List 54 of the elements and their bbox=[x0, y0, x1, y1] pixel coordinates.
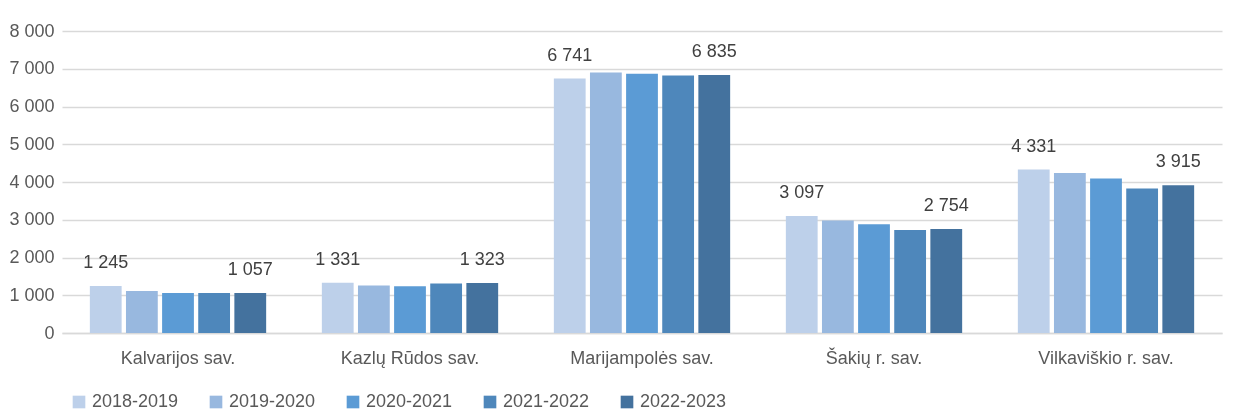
bar bbox=[553, 78, 586, 333]
bar bbox=[626, 73, 658, 333]
y-tick-label: 4 000 bbox=[9, 171, 55, 192]
y-tick-label: 6 000 bbox=[9, 96, 55, 116]
bar bbox=[821, 220, 854, 333]
bar bbox=[466, 283, 499, 333]
y-tick-label: 8 000 bbox=[9, 20, 55, 41]
bar bbox=[125, 291, 158, 333]
bar bbox=[930, 229, 963, 333]
bar bbox=[894, 229, 927, 333]
bar bbox=[1017, 169, 1050, 333]
y-tick-label: 3 000 bbox=[9, 209, 55, 230]
bar bbox=[234, 293, 267, 333]
data-label: 1 057 bbox=[227, 259, 273, 280]
data-label: 4 331 bbox=[1011, 135, 1057, 156]
bar bbox=[1090, 178, 1122, 333]
data-label: 6 741 bbox=[547, 44, 593, 65]
y-tick-label: 0 bbox=[44, 322, 55, 343]
bar bbox=[89, 286, 122, 333]
bar bbox=[589, 72, 622, 333]
data-label: 3 915 bbox=[1155, 151, 1201, 172]
legend-label: 2021-2022 bbox=[503, 391, 590, 411]
y-tick-label: 1 000 bbox=[9, 284, 55, 305]
legend-label: 2022-2023 bbox=[640, 391, 727, 411]
bar bbox=[321, 282, 354, 333]
bar bbox=[357, 285, 390, 333]
data-label: 1 245 bbox=[83, 252, 129, 272]
y-tick-label: 5 000 bbox=[9, 133, 55, 154]
bar bbox=[162, 292, 194, 333]
data-label: 3 097 bbox=[779, 182, 825, 203]
bar bbox=[1162, 185, 1195, 333]
bar bbox=[662, 75, 695, 333]
legend-label: 2020-2021 bbox=[366, 391, 453, 411]
bar bbox=[394, 286, 426, 333]
y-tick-label: 2 000 bbox=[9, 247, 55, 267]
legend-label: 2018-2019 bbox=[92, 391, 179, 411]
x-tick-label: Marijampolės sav. bbox=[570, 347, 714, 368]
x-tick-label: Kazlų Rūdos sav. bbox=[340, 347, 480, 368]
x-tick-label: Šakių r. sav. bbox=[825, 346, 923, 368]
bar bbox=[198, 292, 231, 333]
data-label: 1 331 bbox=[315, 248, 361, 269]
y-tick-label: 7 000 bbox=[9, 58, 55, 79]
data-label: 2 754 bbox=[923, 195, 969, 216]
bar bbox=[698, 74, 731, 333]
bar bbox=[1053, 172, 1086, 333]
bar bbox=[430, 283, 463, 333]
data-label: 6 835 bbox=[691, 40, 737, 61]
x-tick-label: Vilkaviškio r. sav. bbox=[1038, 347, 1174, 368]
x-tick-label: Kalvarijos sav. bbox=[120, 347, 236, 368]
legend-label: 2019-2020 bbox=[229, 391, 316, 411]
bar bbox=[1126, 188, 1159, 333]
data-label: 1 323 bbox=[459, 249, 505, 270]
bar bbox=[858, 224, 890, 333]
bar bbox=[785, 216, 818, 333]
